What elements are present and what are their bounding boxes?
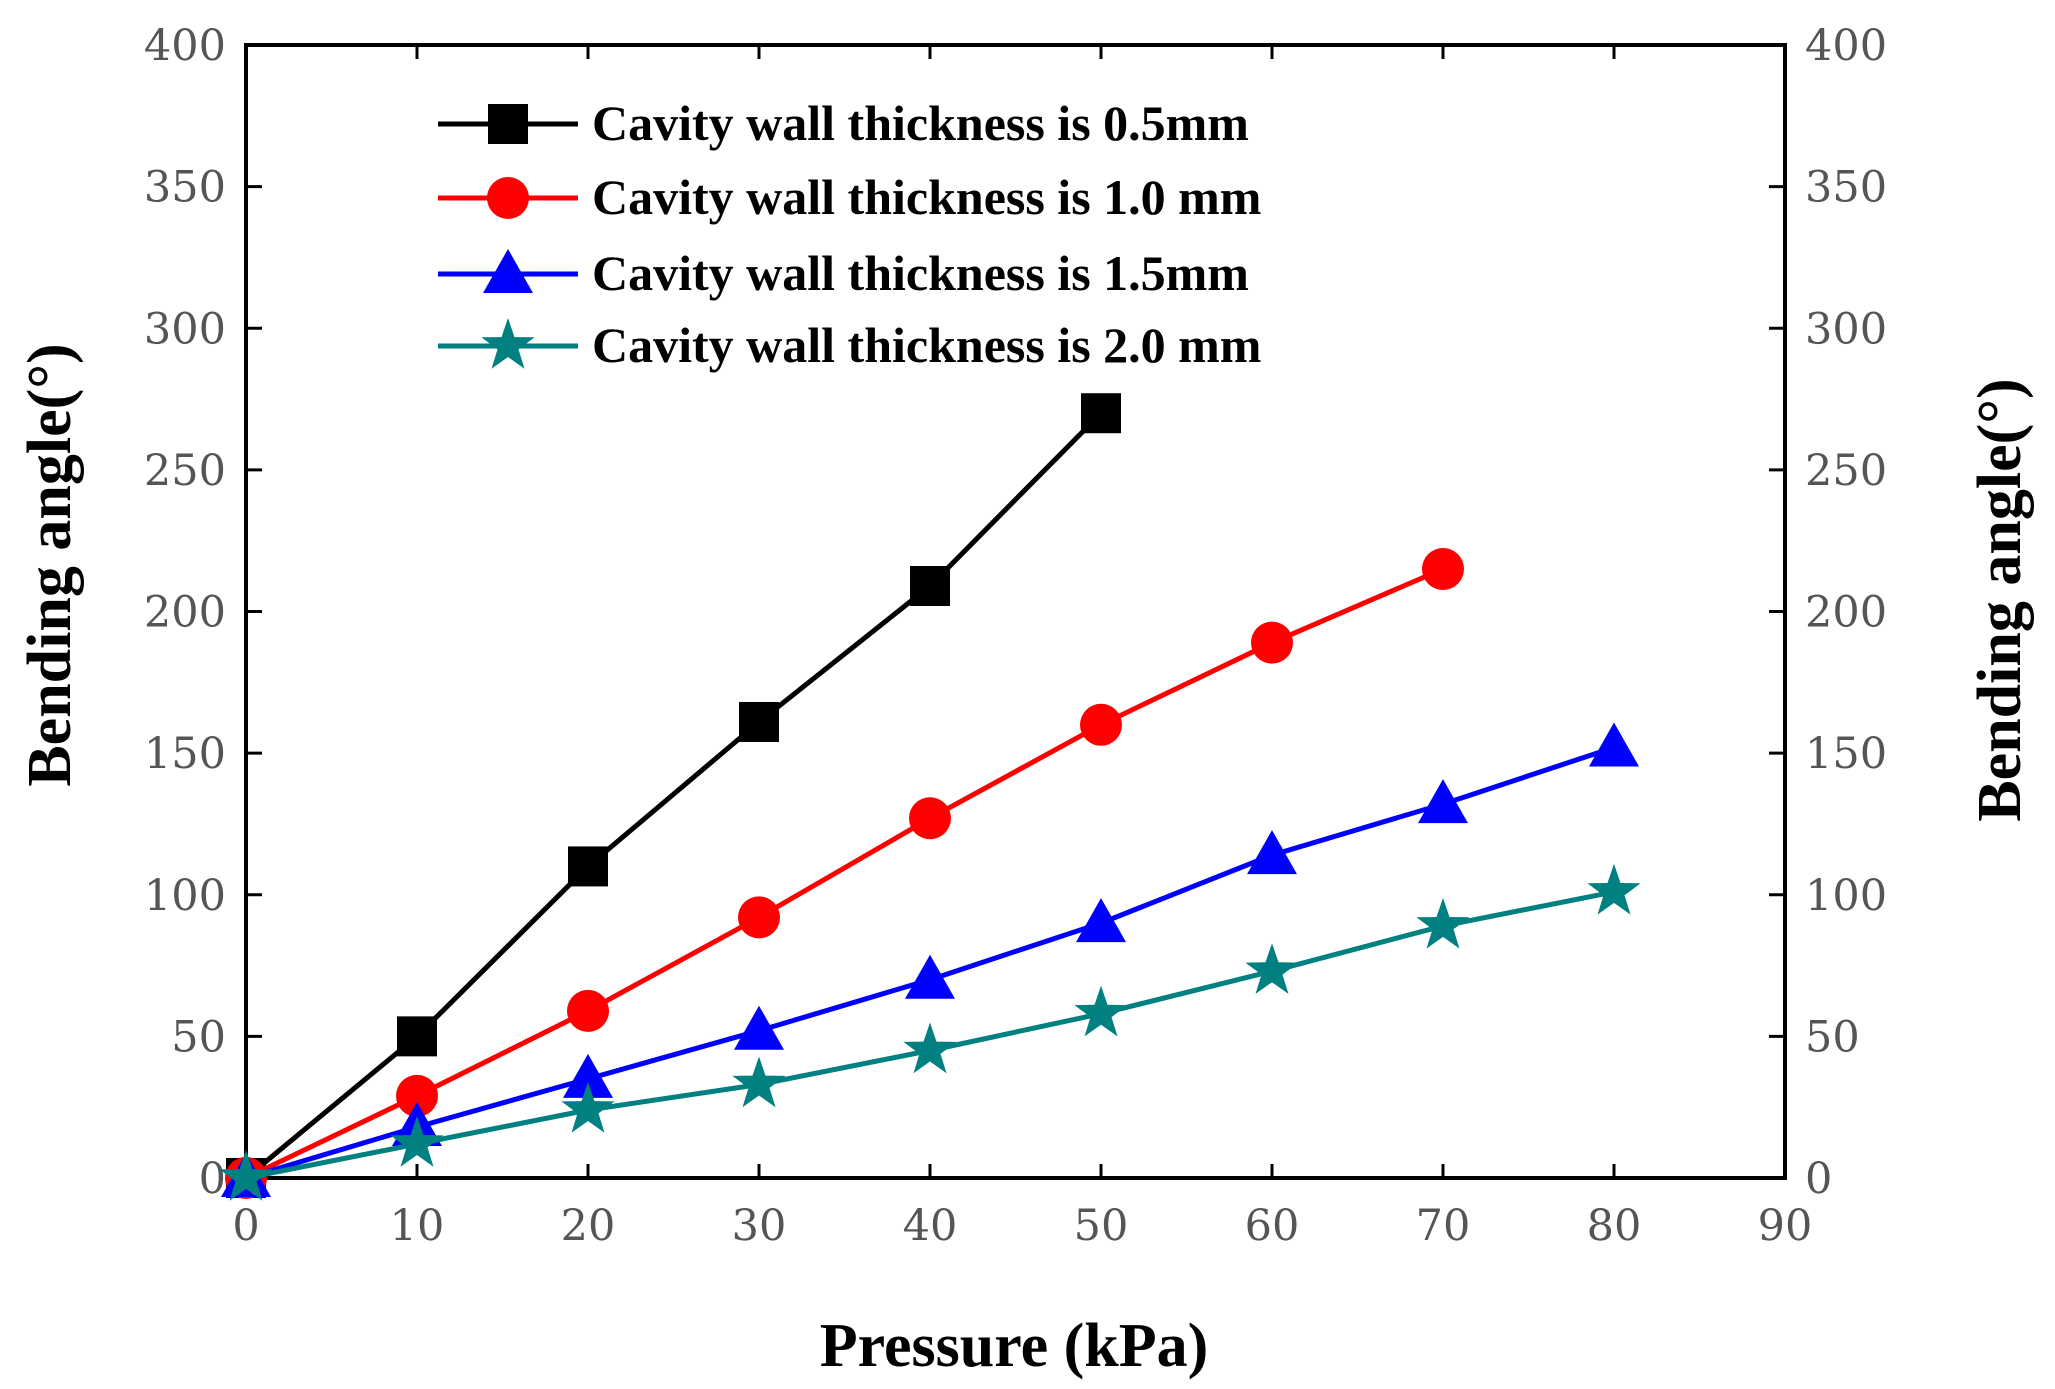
series-line	[244, 566, 1444, 1181]
x-tick-label: 0	[232, 1201, 259, 1251]
series-1	[226, 393, 1121, 1198]
data-point	[563, 1053, 613, 1098]
data-point	[1587, 863, 1641, 915]
data-point	[1589, 722, 1639, 767]
x-tick-label: 60	[1245, 1201, 1300, 1251]
data-point	[1245, 943, 1299, 994]
data-point	[390, 1116, 444, 1167]
data-point	[1418, 779, 1468, 824]
y-axis-title-right: Bending angle(°)	[1966, 378, 2034, 821]
y-tick-label-right: 100	[1805, 871, 1887, 921]
legend-marker	[483, 249, 533, 293]
y-tick-label-right: 300	[1805, 304, 1887, 354]
data-point	[396, 1074, 438, 1117]
y-tick-label-right: 250	[1805, 446, 1887, 496]
data-point	[1076, 898, 1126, 943]
data-point	[1416, 897, 1470, 949]
y-tick-label: 150	[144, 729, 226, 779]
data-point	[219, 1150, 273, 1201]
x-tick-label: 50	[1074, 1201, 1129, 1251]
legend-marker	[488, 104, 528, 144]
data-point	[1080, 703, 1122, 746]
y-tick-label: 50	[171, 1012, 226, 1062]
y-tick-label: 0	[199, 1154, 226, 1204]
x-tick-label: 80	[1587, 1201, 1642, 1251]
data-point	[739, 701, 779, 742]
x-tick-label: 40	[903, 1201, 958, 1251]
legend-label: Cavity wall thickness is 0.5mm	[592, 95, 1249, 151]
legend-marker	[487, 177, 529, 219]
data-point	[903, 1022, 957, 1074]
y-tick-label-right: 400	[1805, 21, 1887, 71]
y-tick-label: 250	[144, 446, 226, 496]
y-tick-label-right: 350	[1805, 163, 1887, 213]
y-axis-title: Bending angle(°)	[16, 343, 84, 786]
data-point	[1081, 393, 1121, 434]
legend-item: Cavity wall thickness is 1.0 mm	[438, 169, 1261, 225]
data-point	[738, 896, 780, 939]
series-line	[244, 411, 1103, 1180]
data-point	[1422, 548, 1464, 591]
data-point	[1251, 621, 1293, 664]
legend-label: Cavity wall thickness is 1.0 mm	[592, 169, 1261, 225]
legend-marker	[481, 318, 535, 369]
x-tick-label: 10	[390, 1201, 445, 1251]
legend-label: Cavity wall thickness is 1.5mm	[592, 245, 1249, 301]
data-point	[732, 1056, 786, 1108]
legend: Cavity wall thickness is 0.5mm Cavity wal…	[438, 95, 1261, 373]
data-point	[397, 1016, 437, 1057]
y-tick-label-right: 150	[1805, 729, 1887, 779]
data-point	[567, 989, 609, 1032]
legend-item: Cavity wall thickness is 1.5mm	[438, 245, 1249, 301]
data-point	[910, 566, 950, 607]
data-point	[734, 1005, 784, 1050]
y-tick-label-right: 200	[1805, 588, 1887, 638]
x-tick-label: 30	[732, 1201, 787, 1251]
data-point	[1247, 830, 1297, 875]
series-2	[225, 548, 1464, 1199]
y-tick-label: 100	[144, 871, 226, 921]
y-tick-label-right: 0	[1805, 1154, 1832, 1204]
x-tick-label: 20	[561, 1201, 616, 1251]
data-point	[1074, 985, 1128, 1037]
data-point	[561, 1082, 615, 1133]
y-tick-label: 400	[144, 21, 226, 71]
legend-item: Cavity wall thickness is 2.0 mm	[438, 317, 1261, 373]
data-point	[905, 954, 955, 999]
series-3	[221, 722, 1639, 1197]
x-tick-label: 70	[1416, 1201, 1471, 1251]
legend-label: Cavity wall thickness is 2.0 mm	[592, 317, 1261, 373]
data-point	[909, 797, 951, 840]
y-tick-label: 350	[144, 163, 226, 213]
y-tick-label-right: 50	[1805, 1012, 1860, 1062]
legend-item: Cavity wall thickness is 0.5mm	[438, 95, 1249, 151]
series-4	[219, 863, 1641, 1201]
series-layer	[219, 393, 1641, 1201]
y-tick-label: 300	[144, 304, 226, 354]
data-point	[568, 846, 608, 887]
y-tick-label: 200	[144, 588, 226, 638]
x-tick-label: 90	[1758, 1201, 1813, 1251]
x-axis-title: Pressure (kPa)	[820, 1312, 1209, 1380]
